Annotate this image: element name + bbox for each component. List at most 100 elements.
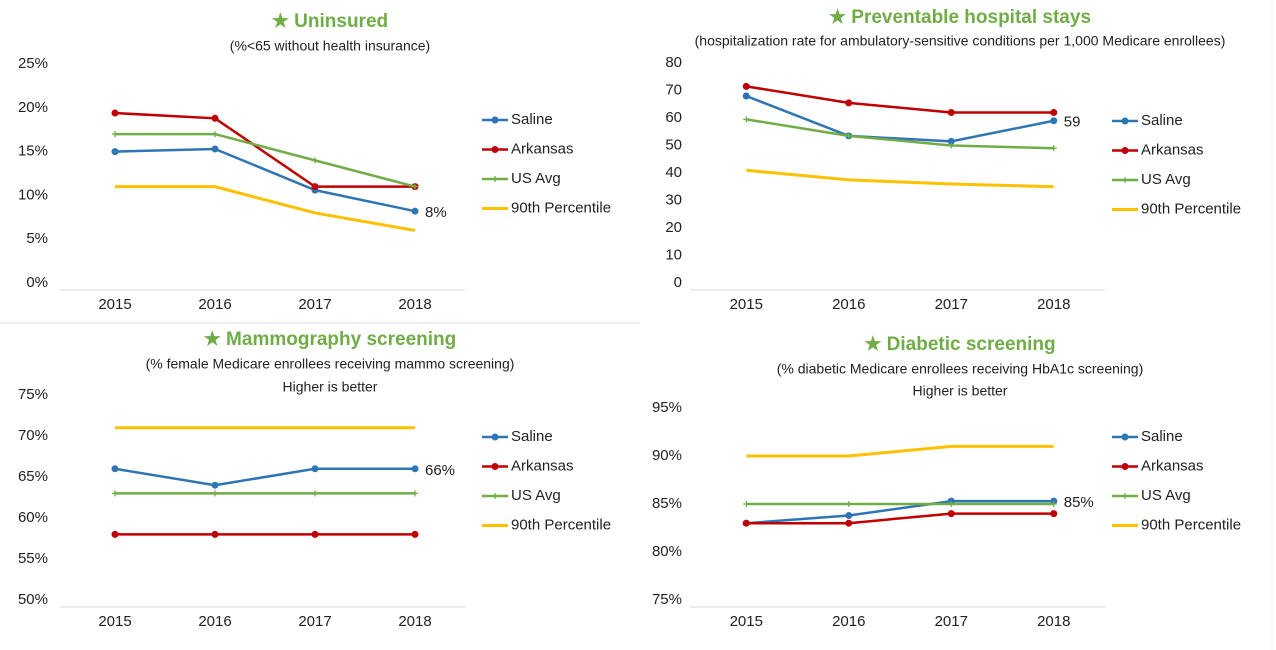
legend-label: US Avg bbox=[1141, 487, 1191, 504]
y-tick-label: 0% bbox=[26, 274, 48, 291]
point bbox=[1050, 109, 1058, 116]
point bbox=[845, 132, 852, 139]
x-tick-label: 2017 bbox=[298, 613, 331, 630]
legend-marker bbox=[491, 116, 499, 124]
series-line bbox=[746, 168, 1054, 189]
x-tick-label: 2018 bbox=[398, 296, 431, 313]
y-tick-label: 60% bbox=[18, 509, 48, 526]
point bbox=[112, 131, 118, 138]
point bbox=[111, 530, 119, 538]
x-tick-label: 2016 bbox=[832, 296, 865, 313]
legend-label: Saline bbox=[1141, 112, 1183, 129]
point bbox=[948, 501, 955, 507]
x-tick-label: 2018 bbox=[398, 613, 431, 630]
chart-note: Higher is better bbox=[913, 383, 1008, 399]
legend-label: US Avg bbox=[511, 487, 561, 504]
y-tick-label: 10% bbox=[18, 186, 48, 203]
point bbox=[1050, 117, 1058, 125]
point bbox=[845, 512, 853, 520]
point bbox=[212, 490, 218, 497]
y-tick-label: 70 bbox=[665, 81, 682, 98]
point bbox=[1050, 510, 1058, 518]
point bbox=[947, 510, 955, 518]
chart-title: ★ Diabetic screening bbox=[864, 334, 1055, 355]
legend-marker bbox=[492, 493, 498, 499]
legend-label: Arkansas bbox=[1141, 457, 1204, 474]
y-tick-label: 55% bbox=[18, 550, 48, 567]
series-line bbox=[114, 467, 415, 487]
legend-marker bbox=[1121, 147, 1129, 154]
x-tick-label: 2017 bbox=[298, 296, 331, 313]
point bbox=[743, 501, 750, 507]
point bbox=[743, 116, 750, 123]
y-tick-label: 50% bbox=[18, 591, 48, 608]
x-tick-label: 2017 bbox=[935, 613, 968, 630]
series-line bbox=[115, 132, 416, 188]
point bbox=[312, 490, 318, 497]
y-tick-label: 40 bbox=[665, 164, 682, 181]
point bbox=[411, 465, 419, 473]
point bbox=[411, 530, 419, 538]
y-tick-label: 5% bbox=[26, 230, 48, 247]
point bbox=[845, 99, 853, 107]
legend-marker bbox=[1121, 117, 1129, 125]
x-tick-label: 2015 bbox=[730, 296, 763, 313]
series-line bbox=[745, 94, 1054, 143]
point bbox=[211, 114, 219, 122]
x-tick-label: 2015 bbox=[98, 296, 131, 313]
legend-label: US Avg bbox=[511, 170, 561, 187]
point bbox=[1050, 501, 1057, 507]
point bbox=[948, 142, 955, 149]
y-tick-label: 80% bbox=[652, 543, 682, 560]
data-label: 66% bbox=[425, 462, 455, 479]
series-line bbox=[115, 185, 416, 232]
point bbox=[742, 82, 750, 90]
legend-label: Arkansas bbox=[1141, 141, 1204, 158]
point bbox=[1050, 145, 1057, 152]
data-label: 59 bbox=[1064, 114, 1081, 131]
y-tick-label: 90% bbox=[652, 447, 682, 464]
series-line bbox=[746, 118, 1054, 150]
y-tick-label: 95% bbox=[652, 399, 682, 416]
series-line bbox=[746, 499, 1054, 525]
point bbox=[845, 519, 853, 527]
data-label: 85% bbox=[1064, 494, 1094, 511]
y-tick-label: 65% bbox=[18, 468, 48, 485]
legend-label: 90th Percentile bbox=[511, 199, 611, 216]
point bbox=[947, 109, 955, 116]
point bbox=[111, 148, 119, 156]
legend-marker bbox=[491, 433, 499, 441]
legend-marker bbox=[1121, 463, 1129, 470]
y-tick-label: 30 bbox=[665, 191, 682, 208]
x-tick-label: 2016 bbox=[198, 296, 231, 313]
legend-marker bbox=[491, 146, 499, 153]
point bbox=[312, 157, 318, 164]
point bbox=[311, 530, 319, 538]
legend-label: Saline bbox=[511, 111, 553, 128]
x-tick-label: 2017 bbox=[935, 296, 968, 313]
point bbox=[212, 131, 218, 138]
y-tick-label: 15% bbox=[18, 143, 48, 160]
chart-title: ★ Preventable hospital stays bbox=[829, 7, 1091, 28]
point bbox=[412, 183, 418, 190]
point bbox=[111, 465, 119, 473]
series-line bbox=[746, 85, 1054, 114]
chart-panel: ★ Uninsured (%<65 without health insuranc… bbox=[18, 11, 611, 313]
chart-subtitle: (%<65 without health insurance) bbox=[230, 38, 430, 54]
chart-panel: ★ Diabetic screening (% diabetic Medicare… bbox=[652, 334, 1241, 630]
y-tick-label: 25% bbox=[18, 55, 48, 72]
y-tick-label: 50 bbox=[665, 136, 682, 153]
series-line bbox=[746, 444, 1054, 458]
legend-marker bbox=[492, 176, 498, 182]
legend-label: Arkansas bbox=[511, 457, 574, 474]
x-tick-label: 2015 bbox=[730, 613, 763, 630]
x-tick-label: 2015 bbox=[98, 613, 131, 630]
point bbox=[211, 481, 219, 489]
point bbox=[311, 183, 319, 191]
chart-subtitle: (hospitalization rate for ambulatory-sen… bbox=[695, 33, 1226, 49]
y-tick-label: 75% bbox=[18, 386, 48, 403]
legend-label: US Avg bbox=[1141, 171, 1191, 188]
point bbox=[211, 530, 219, 538]
y-tick-label: 80 bbox=[665, 54, 682, 71]
